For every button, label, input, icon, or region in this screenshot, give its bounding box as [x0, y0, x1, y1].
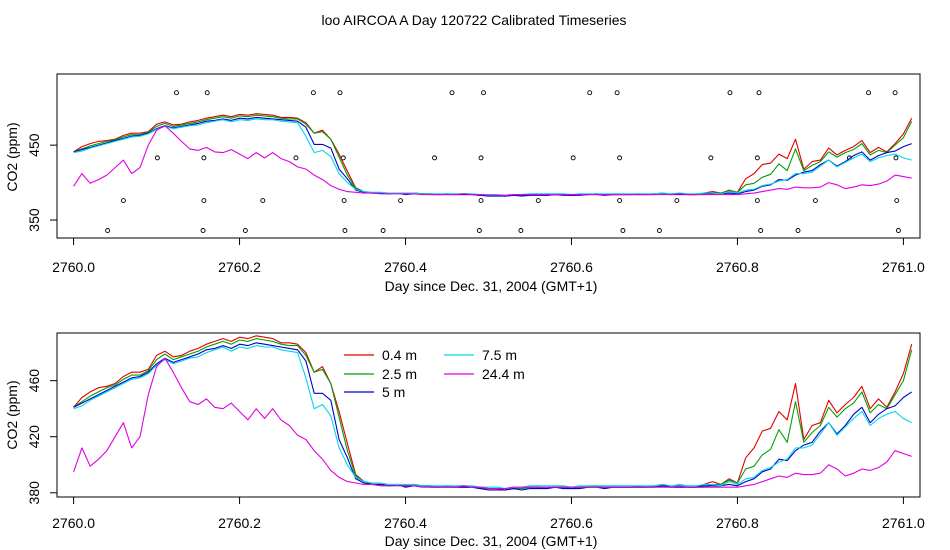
- data-marker: [587, 90, 593, 96]
- data-marker: [478, 198, 484, 204]
- data-marker: [895, 228, 901, 233]
- data-marker: [617, 198, 623, 204]
- data-marker: [620, 228, 626, 233]
- data-marker: [478, 155, 484, 161]
- data-marker: [174, 90, 179, 96]
- top-y-axis: 350 450: [26, 133, 57, 232]
- series-line-7-5-m: [73, 118, 912, 196]
- data-marker: [518, 228, 524, 233]
- x-tick-label: 2760.2: [218, 515, 261, 531]
- legend-label: 2.5 m: [382, 366, 417, 382]
- bottom-y-axis: 380 420 460: [26, 369, 57, 505]
- data-marker: [481, 90, 486, 96]
- data-marker: [617, 155, 623, 161]
- legend: 0.4 m 2.5 m 5 m 7.5 m 24.4 m: [344, 347, 525, 400]
- series-line-24-4-m: [73, 357, 912, 490]
- data-marker: [341, 198, 347, 204]
- data-marker: [260, 198, 266, 204]
- legend-label: 5 m: [382, 384, 405, 400]
- y-tick-label: 350: [26, 208, 42, 232]
- series-line-5-m: [73, 116, 912, 197]
- y-tick-label: 380: [26, 481, 42, 505]
- data-marker: [754, 198, 760, 204]
- data-marker: [535, 198, 541, 204]
- data-marker: [708, 155, 714, 161]
- top-series: [73, 113, 913, 197]
- x-tick-label: 2760.6: [550, 515, 593, 531]
- data-marker: [614, 90, 620, 96]
- bottom-series: [73, 335, 913, 491]
- data-marker: [754, 155, 760, 161]
- legend-label: 0.4 m: [382, 347, 417, 363]
- bottom-panel-frame: [56, 332, 921, 498]
- top-x-axis: 2760.0 2760.2 2760.4 2760.6 2760.8 2761.0: [52, 238, 925, 275]
- data-marker: [201, 198, 207, 204]
- series-line-7-5-m: [73, 345, 912, 490]
- data-marker: [380, 228, 386, 233]
- top-markers: [105, 90, 901, 233]
- data-marker: [795, 228, 801, 233]
- data-marker: [656, 228, 662, 233]
- data-marker: [449, 90, 455, 96]
- x-tick-label: 2760.4: [384, 515, 427, 531]
- data-marker: [398, 198, 403, 204]
- data-marker: [812, 198, 818, 204]
- data-marker: [337, 90, 343, 96]
- y-tick-label: 450: [26, 133, 42, 157]
- data-marker: [570, 155, 576, 161]
- data-marker: [120, 198, 126, 204]
- bottom-x-axis-label: Day since Dec. 31, 2004 (GMT+1): [385, 533, 598, 549]
- y-tick-label: 460: [26, 369, 42, 393]
- top-panel: 2760.0 2760.2 2760.4 2760.6 2760.8 2761.0 350…: [4, 73, 925, 294]
- x-tick-label: 2760.0: [52, 259, 95, 275]
- top-x-axis-label: Day since Dec. 31, 2004 (GMT+1): [385, 278, 598, 294]
- series-line-2-5-m: [73, 114, 913, 197]
- bottom-y-axis-label: CO2 (ppm): [4, 380, 20, 449]
- figure-title: loo AIRCOA A Day 120722 Calibrated Times…: [321, 12, 626, 28]
- data-marker: [154, 155, 160, 161]
- data-marker: [892, 90, 898, 96]
- legend-label: 7.5 m: [482, 347, 517, 363]
- data-marker: [674, 198, 680, 204]
- x-tick-label: 2760.2: [218, 259, 261, 275]
- data-marker: [201, 155, 207, 161]
- data-marker: [756, 90, 762, 96]
- data-marker: [293, 155, 299, 161]
- x-tick-label: 2760.4: [384, 259, 427, 275]
- data-marker: [432, 155, 438, 161]
- data-marker: [200, 228, 206, 233]
- data-marker: [342, 228, 348, 233]
- data-marker: [758, 228, 764, 233]
- top-y-axis-label: CO2 (ppm): [4, 122, 20, 191]
- bottom-x-axis: 2760.0 2760.2 2760.4 2760.6 2760.8 2761.0: [52, 497, 925, 531]
- data-marker: [727, 90, 733, 96]
- data-marker: [310, 90, 316, 96]
- data-marker: [476, 228, 482, 233]
- data-marker: [242, 228, 248, 233]
- x-tick-label: 2760.0: [52, 515, 95, 531]
- data-marker: [105, 228, 111, 233]
- legend-label: 24.4 m: [482, 366, 525, 382]
- x-tick-label: 2761.0: [882, 515, 925, 531]
- data-marker: [894, 198, 900, 204]
- x-tick-label: 2760.8: [716, 515, 759, 531]
- top-panel-frame: [56, 73, 921, 239]
- x-tick-label: 2760.6: [550, 259, 593, 275]
- x-tick-label: 2760.8: [716, 259, 759, 275]
- series-line-0-4-m: [73, 113, 913, 197]
- series-line-5-m: [73, 342, 913, 491]
- x-tick-label: 2761.0: [882, 259, 925, 275]
- series-line-24-4-m: [73, 125, 912, 196]
- data-marker: [866, 90, 872, 96]
- data-marker: [893, 155, 899, 161]
- bottom-panel: 2760.0 2760.2 2760.4 2760.6 2760.8 2761.0 380…: [4, 332, 925, 549]
- data-marker: [204, 90, 210, 96]
- y-tick-label: 420: [26, 425, 42, 449]
